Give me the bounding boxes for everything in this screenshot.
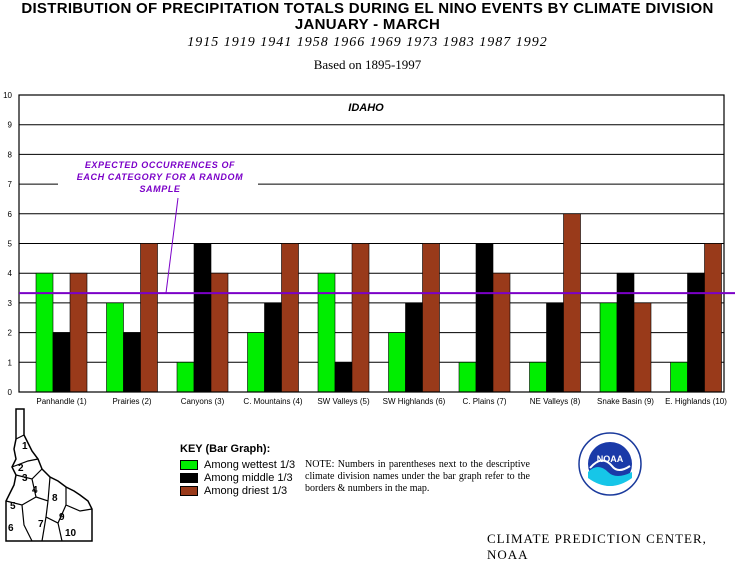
bar-driest [140,243,158,393]
x-tick-label: Panhandle (1) [36,397,87,406]
reference-label-bg [58,158,258,198]
x-tick-label: C. Plains (7) [462,397,506,406]
reference-pointer [165,197,179,294]
bar-wettest [388,332,406,393]
y-tick-label: 5 [8,240,13,249]
bar-driest [633,302,652,393]
bar-middle [334,361,353,393]
reference-label-line: EXPECTED OCCURRENCES OF [85,160,235,170]
bar-driest [69,272,88,393]
bar-driest [281,243,299,393]
noaa-logo-icon: NOAA [578,432,642,496]
legend-swatch-middle [180,472,198,483]
bar-middle [405,302,423,393]
y-tick-label: 9 [8,121,13,130]
y-tick-label: 0 [8,388,13,397]
x-tick-label: SW Highlands (6) [383,397,446,406]
bar-middle [123,332,141,393]
chart-title: DISTRIBUTION OF PRECIPITATION TOTALS DUR… [21,0,714,17]
bar-wettest [670,361,688,393]
chart-subtitle-season: JANUARY - MARCH [294,16,441,33]
plot-frame [18,94,725,393]
bar-middle [52,332,71,393]
map-label-9: 9 [59,512,65,523]
reference-label-line: SAMPLE [139,184,180,194]
idaho-outline [5,408,93,542]
chart-subtitle-years: 1915 1919 1941 1958 1966 1969 1973 1983 … [187,35,548,50]
y-tick-label: 7 [8,180,13,189]
legend-swatch-wettest [180,459,198,470]
bar-middle [687,272,705,393]
x-tick-label: Prairies (2) [112,397,151,406]
map-label-1: 1 [22,441,28,452]
map-label-2: 2 [18,463,24,474]
y-tick-label: 2 [8,329,13,338]
map-label-10: 10 [65,528,77,539]
footer-credit: CLIMATE PREDICTION CENTER, NOAA [487,531,707,562]
bar-driest [492,272,511,393]
legend-item-wettest: Among wettest 1/3 [180,458,295,471]
chart-subtitle-period: Based on 1895-1997 [313,57,422,72]
bar-middle [475,243,494,393]
x-tick-label: Snake Basin (9) [597,397,654,406]
x-tick-label: C. Mountains (4) [243,397,302,406]
y-tick-label: 6 [8,210,13,219]
chart-state-title: IDAHO [348,102,384,114]
legend-item-middle: Among middle 1/3 [180,471,295,484]
division-borders [5,434,93,542]
map-label-6: 6 [8,523,14,534]
noaa-logo-text: NOAA [597,454,624,464]
map-label-5: 5 [10,501,16,512]
bar-driest [563,213,581,393]
y-tick-label: 1 [8,358,13,367]
bar-wettest [599,302,618,393]
map-label-4: 4 [32,485,38,496]
x-tick-label: SW Valleys (5) [317,397,370,406]
y-tick-label: 4 [8,269,13,278]
legend-item-driest: Among driest 1/3 [180,484,295,497]
legend-label-middle: Among middle 1/3 [204,471,293,484]
bar-middle [616,272,635,393]
bar-wettest [529,361,547,393]
map-label-7: 7 [38,519,44,530]
bar-middle [264,302,282,393]
bar-wettest [458,361,477,393]
bar-wettest [317,272,336,393]
reference-label-line: EACH CATEGORY FOR A RANDOM [77,172,243,182]
map-label-3: 3 [22,473,28,484]
y-tick-label: 3 [8,299,13,308]
bar-chart: 0 1 2 3 4 5 6 7 8 9 10 Panhandle (1) Prairies (2) Can… [3,91,735,406]
legend-label-driest: Among driest 1/3 [204,484,288,497]
bar-wettest [176,361,195,393]
bar-driest [351,243,370,393]
legend: KEY (Bar Graph): Among wettest 1/3 Among… [180,443,295,497]
bar-middle [193,243,212,393]
bar-middle [546,302,564,393]
map-label-8: 8 [52,493,58,504]
legend-label-wettest: Among wettest 1/3 [204,458,296,471]
bar-wettest [35,272,54,393]
y-tick-label: 10 [3,91,12,100]
map-note: NOTE: Numbers in parentheses next to the… [305,459,530,494]
legend-title: KEY (Bar Graph): [180,443,271,455]
legend-swatch-driest [180,485,198,496]
bar-driest [704,243,722,393]
bar-wettest [106,302,124,393]
bar-wettest [247,332,265,393]
idaho-division-map: 1 2 3 4 5 6 7 8 9 10 [5,408,93,542]
x-tick-label: NE Valleys (8) [530,397,581,406]
x-tick-label: Canyons (3) [181,397,225,406]
x-tick-label: E. Highlands (10) [665,397,727,406]
bar-driest [210,272,229,393]
y-tick-label: 8 [8,150,13,159]
bar-driest [422,243,440,393]
